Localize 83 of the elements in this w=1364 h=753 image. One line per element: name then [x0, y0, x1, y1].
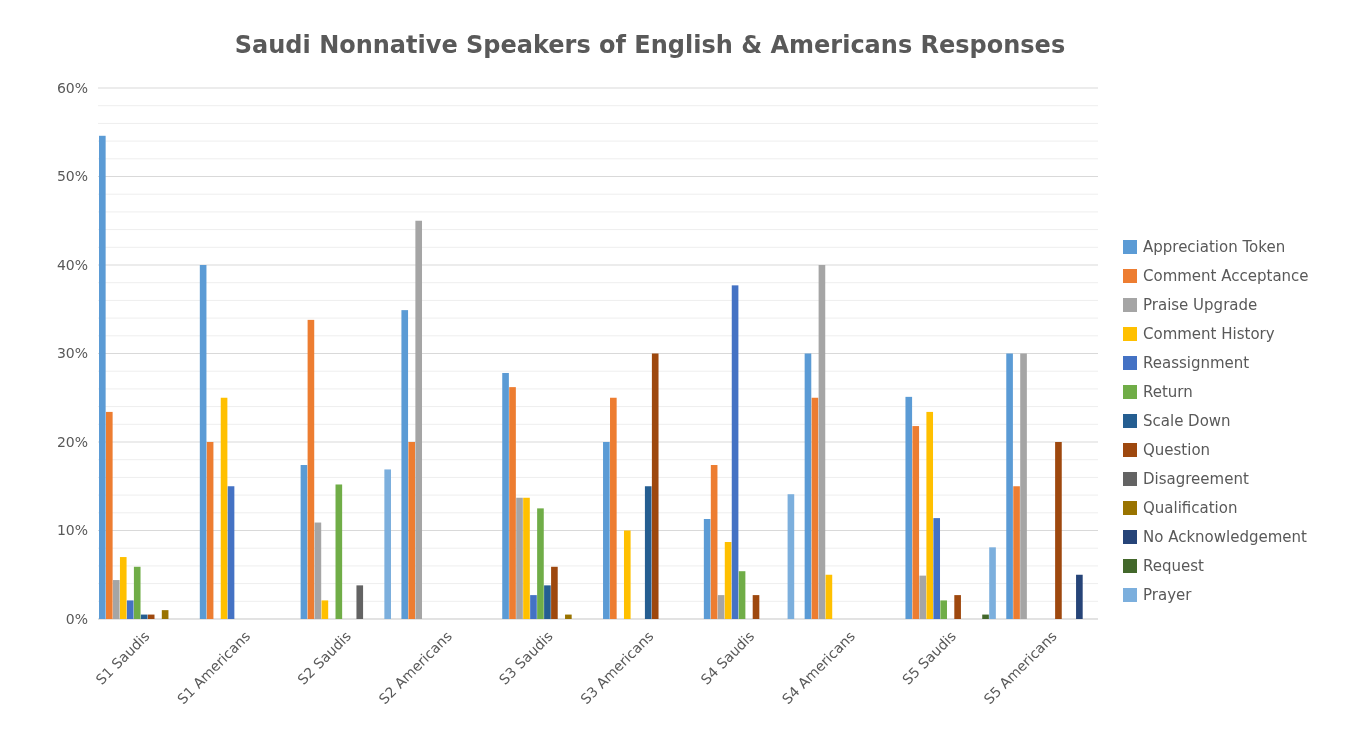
bar [300, 465, 308, 619]
legend-label: Praise Upgrade [1143, 296, 1258, 315]
bar [926, 411, 934, 619]
bar [140, 614, 148, 619]
bar [982, 614, 989, 619]
bar [206, 442, 214, 619]
y-tick-label: 0% [65, 610, 88, 627]
legend-label: Prayer [1143, 586, 1193, 605]
legend-label: Return [1143, 383, 1193, 402]
bar [724, 542, 732, 619]
bar [818, 265, 826, 619]
bar [314, 522, 322, 619]
legend-label: Comment Acceptance [1143, 267, 1309, 286]
bar [199, 265, 207, 619]
bar [731, 285, 739, 619]
bar [1020, 353, 1027, 619]
bar [710, 465, 718, 619]
bar [509, 387, 516, 619]
bar [752, 595, 760, 619]
bar [1013, 486, 1020, 619]
bar [825, 574, 833, 619]
bar [415, 220, 423, 619]
bar [905, 396, 913, 619]
bar [220, 397, 228, 619]
bar [99, 135, 106, 619]
bar [307, 319, 315, 619]
bar [703, 519, 711, 619]
legend-label: Comment History [1143, 325, 1275, 344]
bar [502, 372, 509, 619]
bar [384, 469, 391, 619]
bar [551, 566, 558, 619]
bar [787, 494, 795, 619]
y-tick-label: 30% [56, 345, 88, 362]
bar [1006, 353, 1013, 619]
chart-title: Saudi Nonnative Speakers of English & Americans Responses [234, 31, 1066, 59]
y-tick-label: 10% [56, 522, 88, 539]
legend-label: Qualification [1143, 499, 1238, 518]
bar [804, 353, 812, 619]
legend-label: Scale Down [1143, 412, 1231, 431]
bar [356, 585, 364, 619]
y-tick-label: 40% [56, 256, 88, 273]
bar [112, 580, 120, 619]
bar [544, 585, 551, 619]
bar [335, 484, 343, 619]
legend-label: Appreciation Token [1143, 238, 1286, 257]
legend-label: Request [1143, 557, 1205, 576]
bar [408, 442, 416, 619]
bar [989, 547, 996, 619]
bar [717, 595, 725, 619]
bar [954, 595, 961, 619]
bar [811, 397, 819, 619]
y-tick-label: 50% [56, 168, 88, 185]
bar [161, 610, 169, 619]
bar [912, 426, 920, 619]
bar [651, 353, 659, 619]
y-tick-label: 60% [56, 79, 88, 96]
bar [227, 486, 235, 619]
bar [565, 614, 572, 619]
bar [623, 530, 631, 619]
bar [940, 600, 947, 619]
legend-label: Question [1143, 441, 1211, 460]
bar [919, 575, 927, 619]
bar [603, 442, 610, 619]
bar [133, 566, 141, 619]
legend-label: Disagreement [1143, 470, 1249, 489]
legend-label: Reassignment [1143, 354, 1250, 373]
bar [1076, 574, 1083, 619]
bar [933, 518, 940, 619]
bar [530, 595, 537, 619]
bar [610, 397, 617, 619]
bar [119, 557, 127, 619]
bar [738, 571, 746, 619]
bar [1055, 442, 1062, 619]
bar [321, 600, 329, 619]
legend-label: No Acknowledgement [1143, 528, 1308, 547]
bar [537, 508, 544, 619]
y-tick-label: 20% [56, 433, 88, 450]
bar [516, 497, 523, 619]
bar [401, 310, 409, 619]
bar [126, 600, 134, 619]
bar [105, 411, 113, 619]
bar [523, 497, 530, 619]
bar [644, 486, 652, 619]
